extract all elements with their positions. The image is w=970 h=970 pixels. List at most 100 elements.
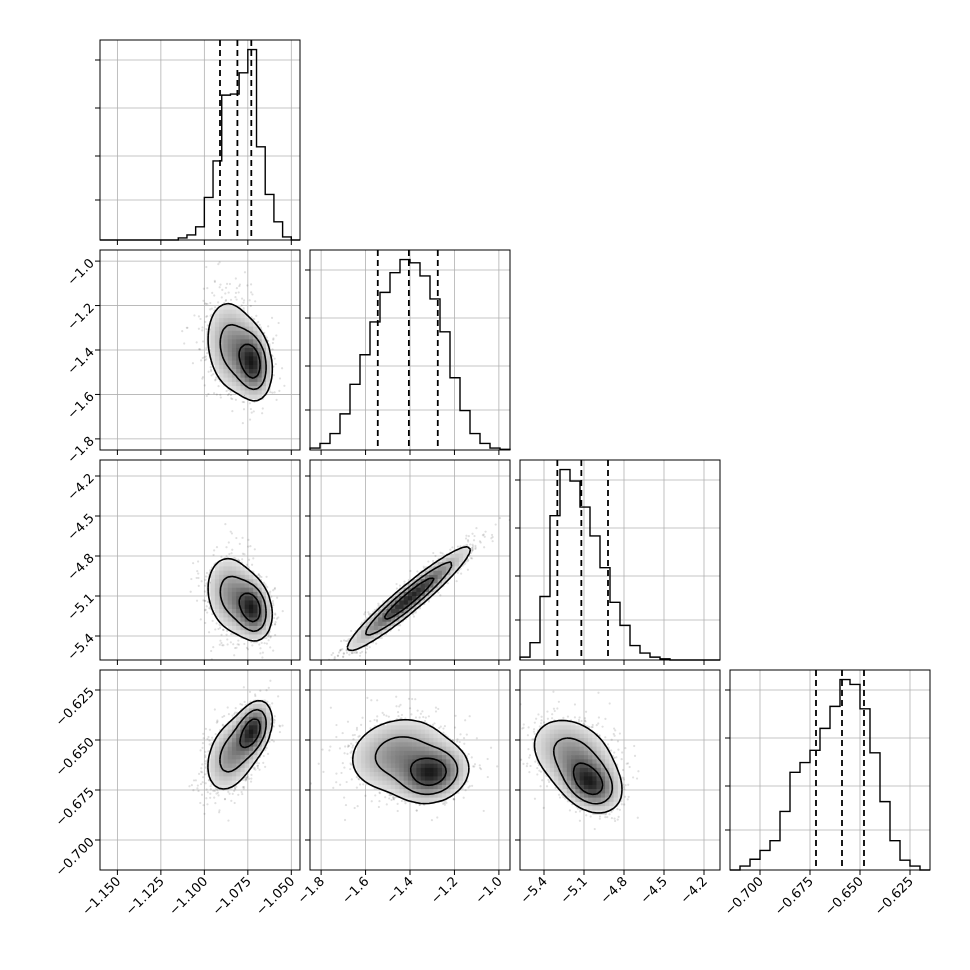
density-cell	[257, 600, 263, 605]
scatter-point	[213, 294, 216, 297]
scatter-point	[254, 768, 257, 771]
density-cell	[240, 322, 245, 327]
density-cell	[210, 318, 216, 323]
density-cell	[244, 343, 250, 349]
scatter-point	[206, 324, 209, 327]
scatter-point	[205, 327, 208, 331]
density-cell	[265, 352, 271, 357]
contour-line	[207, 557, 274, 642]
density-cell	[240, 587, 245, 593]
scatter-point	[201, 742, 204, 745]
scatter-point	[235, 785, 238, 788]
density-cell	[257, 699, 263, 705]
density-cell	[231, 621, 237, 627]
density-cell	[219, 373, 224, 378]
density-cell	[223, 313, 228, 319]
scatter-point	[267, 325, 270, 328]
panel-frame-1	[99, 459, 301, 661]
scatter-point	[204, 727, 207, 730]
density-cell	[236, 750, 241, 756]
density-cell	[210, 347, 216, 353]
density-cell	[214, 369, 220, 374]
density-cell	[231, 725, 237, 730]
density-cell	[265, 725, 271, 730]
scatter-point	[202, 804, 205, 807]
scatter-point	[207, 779, 211, 782]
density-cell	[253, 608, 258, 614]
scatter-point	[203, 359, 207, 362]
scatter-point	[202, 732, 205, 735]
density-cell	[236, 390, 241, 395]
scatter-point	[238, 283, 242, 286]
scatter-point	[246, 776, 249, 779]
density-cell	[265, 621, 271, 627]
density-cell	[236, 587, 241, 593]
density-cell	[244, 390, 250, 395]
scatter-point	[251, 644, 254, 647]
density-cell	[223, 587, 228, 593]
scatter-point	[275, 334, 278, 337]
scatter-point	[234, 277, 237, 280]
density-cell	[248, 630, 254, 635]
density-cell	[253, 750, 258, 756]
density-cell	[248, 381, 254, 387]
scatter-point	[199, 749, 202, 752]
scatter-point	[197, 327, 200, 330]
density-cell	[248, 604, 254, 610]
scatter-point	[253, 317, 256, 321]
density-cell	[244, 621, 250, 627]
density-cell	[231, 309, 237, 315]
scatter-point	[263, 331, 266, 334]
density-cell	[210, 604, 216, 610]
density-cell	[223, 562, 228, 567]
density-cell	[236, 364, 241, 370]
scatter-point	[278, 730, 282, 734]
density-cell	[253, 352, 258, 357]
scatter-point	[206, 286, 209, 290]
scatter-point	[249, 780, 253, 783]
scatter-point	[233, 654, 236, 657]
scatter-point	[225, 389, 228, 393]
scatter-point	[257, 573, 260, 577]
density-cell	[265, 596, 271, 601]
density-cell	[223, 729, 228, 735]
density-cell	[227, 746, 233, 752]
scatter-point	[271, 341, 274, 345]
scatter-point	[275, 617, 279, 620]
density-cell	[227, 617, 233, 623]
density-cell	[219, 322, 224, 327]
density-cell	[244, 335, 250, 340]
scatter-point	[273, 391, 276, 394]
density-cell	[240, 600, 245, 605]
scatter-point	[208, 728, 212, 731]
density-cell	[253, 390, 258, 395]
density-cell	[236, 356, 241, 361]
density-cell	[231, 305, 237, 310]
scatter-point	[230, 633, 233, 636]
x-axis-0	[116, 660, 292, 665]
scatter-point	[221, 715, 224, 719]
density-cell	[261, 339, 267, 344]
density-cell	[261, 729, 267, 735]
density-cell	[227, 596, 233, 601]
density-cell	[253, 712, 258, 718]
density-cell	[227, 591, 233, 597]
scatter-point	[217, 301, 220, 304]
scatter-point	[241, 792, 244, 796]
density-cell	[240, 750, 245, 756]
scatter-point	[281, 610, 284, 613]
scatter-point	[247, 545, 250, 548]
scatter-point	[225, 633, 228, 636]
y-tick-label: −5.4	[65, 631, 98, 664]
density-cell	[248, 721, 254, 726]
density-cell	[244, 738, 250, 743]
scatter-point	[239, 703, 242, 706]
scatter-point	[185, 326, 188, 329]
density-cell	[240, 330, 245, 336]
density-cell	[227, 755, 233, 760]
scatter-point	[233, 789, 236, 793]
scatter-point	[249, 545, 252, 548]
density-cell	[244, 634, 250, 640]
pair-2-grid	[100, 670, 300, 870]
density-cell	[248, 621, 254, 627]
